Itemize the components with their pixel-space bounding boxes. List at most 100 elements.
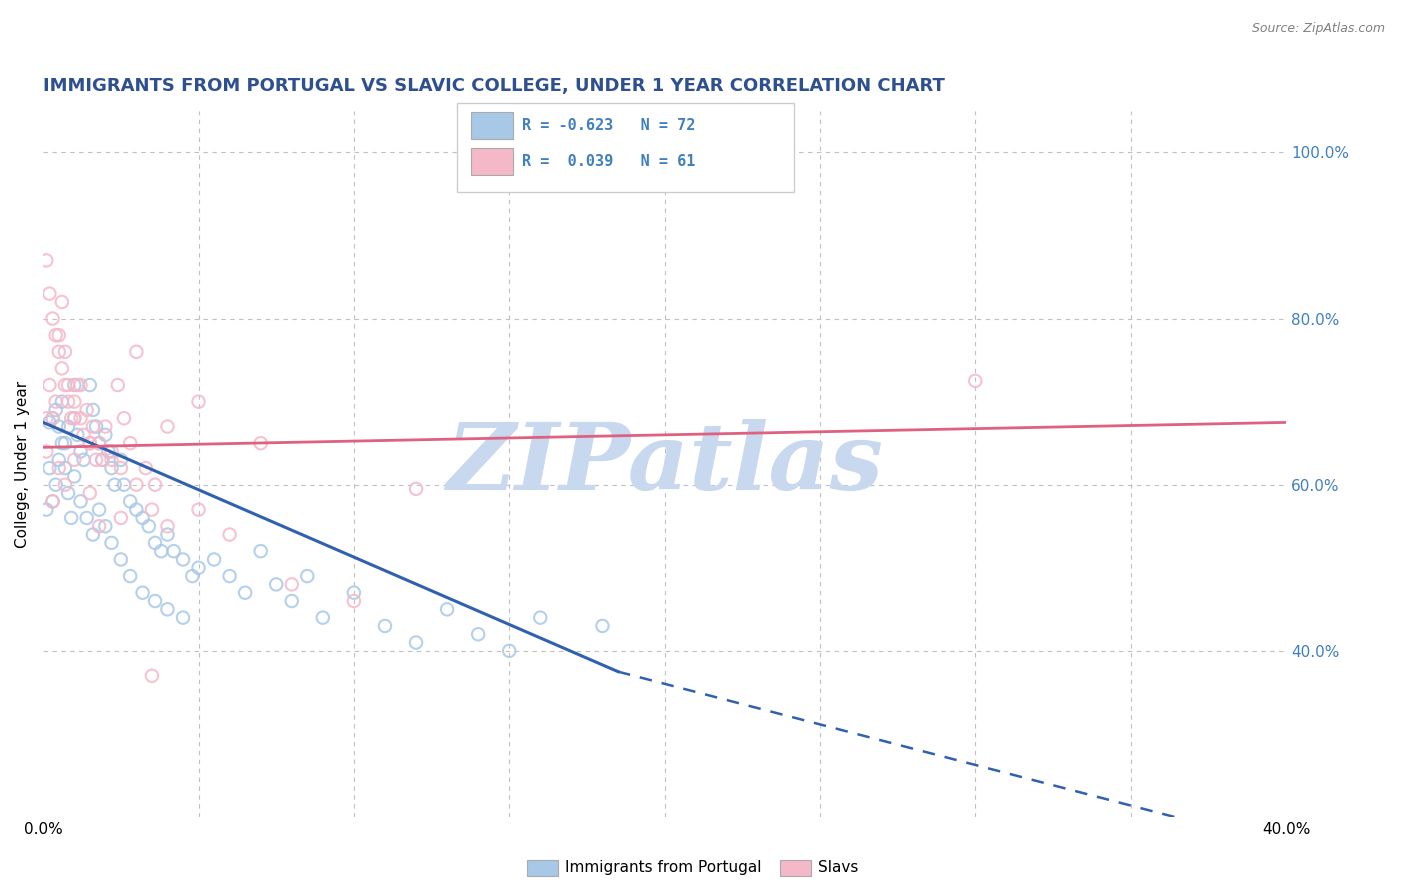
Point <box>143 594 166 608</box>
Point <box>264 577 287 591</box>
Point <box>51 394 73 409</box>
Point <box>120 569 142 583</box>
Point <box>143 477 166 491</box>
Point <box>112 477 135 491</box>
Point <box>233 585 256 599</box>
Point <box>79 486 101 500</box>
Point <box>135 461 157 475</box>
Point <box>181 569 204 583</box>
Point <box>150 544 173 558</box>
Point <box>110 511 132 525</box>
Point <box>76 403 98 417</box>
Point <box>69 494 91 508</box>
Point <box>100 461 122 475</box>
Point <box>84 452 107 467</box>
Point <box>143 536 166 550</box>
Point <box>156 602 179 616</box>
Point <box>529 610 551 624</box>
Point <box>156 527 179 541</box>
Point <box>120 436 142 450</box>
Point <box>35 411 58 425</box>
Point <box>94 428 117 442</box>
Point <box>79 378 101 392</box>
Point <box>141 669 163 683</box>
Point <box>125 502 148 516</box>
Y-axis label: College, Under 1 year: College, Under 1 year <box>15 380 30 548</box>
Point <box>436 602 458 616</box>
Point <box>38 461 60 475</box>
Point <box>218 569 240 583</box>
Point <box>56 486 79 500</box>
Point <box>138 519 160 533</box>
Point <box>45 403 67 417</box>
Point <box>112 411 135 425</box>
Point <box>202 552 225 566</box>
Point <box>100 452 122 467</box>
Point <box>63 394 86 409</box>
Point <box>87 436 110 450</box>
Point <box>45 477 67 491</box>
Point <box>41 411 63 425</box>
Point <box>405 635 427 649</box>
Point <box>56 378 79 392</box>
Point <box>125 344 148 359</box>
Point <box>41 411 63 425</box>
Point <box>120 494 142 508</box>
Point <box>156 519 179 533</box>
Text: R = -0.623   N = 72: R = -0.623 N = 72 <box>522 119 695 133</box>
Point <box>97 444 120 458</box>
Point <box>965 374 987 388</box>
Point <box>79 436 101 450</box>
Point <box>104 477 127 491</box>
Point <box>312 610 335 624</box>
Point <box>281 577 304 591</box>
Point <box>69 378 91 392</box>
Point <box>56 394 79 409</box>
Point <box>498 644 520 658</box>
Point <box>87 502 110 516</box>
Point <box>100 444 122 458</box>
Point <box>218 527 240 541</box>
Point <box>591 619 613 633</box>
Point <box>38 416 60 430</box>
Point <box>72 452 94 467</box>
Point <box>63 452 86 467</box>
Point <box>467 627 489 641</box>
Point <box>84 419 107 434</box>
Point <box>41 311 63 326</box>
Point <box>56 419 79 434</box>
Point <box>187 502 209 516</box>
Point <box>69 411 91 425</box>
Point <box>38 286 60 301</box>
Point <box>405 482 427 496</box>
Point <box>82 527 104 541</box>
Point <box>82 403 104 417</box>
Point <box>53 436 76 450</box>
Point <box>94 519 117 533</box>
Point <box>125 477 148 491</box>
Point <box>79 436 101 450</box>
Point <box>100 536 122 550</box>
Point <box>374 619 396 633</box>
Point <box>141 502 163 516</box>
Point <box>87 519 110 533</box>
Point <box>51 295 73 310</box>
Point <box>45 328 67 343</box>
Point <box>91 452 114 467</box>
Point <box>53 378 76 392</box>
Point <box>60 411 83 425</box>
Point <box>35 502 58 516</box>
Text: Immigrants from Portugal: Immigrants from Portugal <box>565 861 762 875</box>
Point <box>35 444 58 458</box>
Point <box>41 494 63 508</box>
Point <box>91 452 114 467</box>
Text: IMMIGRANTS FROM PORTUGAL VS SLAVIC COLLEGE, UNDER 1 YEAR CORRELATION CHART: IMMIGRANTS FROM PORTUGAL VS SLAVIC COLLE… <box>44 78 945 95</box>
Point <box>187 561 209 575</box>
Point <box>53 477 76 491</box>
Point <box>53 344 76 359</box>
Point <box>172 552 194 566</box>
Point <box>163 544 186 558</box>
Point <box>131 585 153 599</box>
Point <box>87 436 110 450</box>
Point <box>63 411 86 425</box>
